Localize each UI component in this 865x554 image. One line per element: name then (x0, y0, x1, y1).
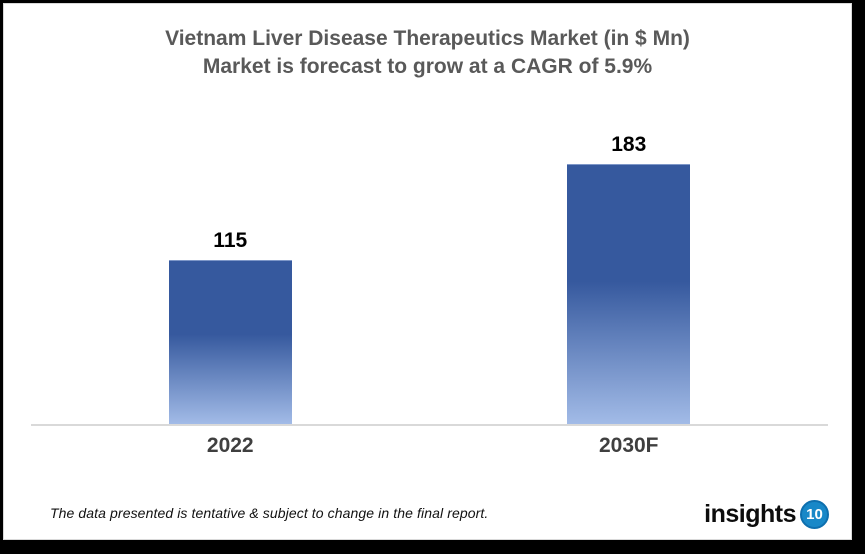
bar-value-label: 183 (611, 133, 647, 156)
insights10-logo: insights 10 (704, 499, 829, 529)
x-axis-labels: 2022 2030F (31, 434, 828, 458)
chart-canvas: Vietnam Liver Disease Therapeutics Marke… (3, 3, 852, 540)
chart-title-line1: Vietnam Liver Disease Therapeutics Marke… (165, 27, 690, 50)
disclaimer-text: The data presented is tentative & subjec… (50, 505, 489, 521)
chart-title-line2: Market is forecast to grow at a CAGR of … (202, 55, 653, 78)
bar-2030F: 183 (567, 134, 691, 424)
bar-group: 183 (430, 121, 829, 424)
logo-badge-icon: 10 (800, 499, 829, 529)
bar-group: 115 (31, 121, 430, 424)
bar-value-label: 115 (213, 229, 248, 252)
logo-text: insights (704, 500, 796, 528)
chart-title: Vietnam Liver Disease Therapeutics Marke… (4, 25, 851, 81)
category-label-2030F: 2030F (598, 434, 659, 457)
plot-area: 115 183 (31, 121, 828, 426)
category-label-2022: 2022 (206, 434, 254, 457)
bar-2022: 115 (168, 230, 292, 424)
